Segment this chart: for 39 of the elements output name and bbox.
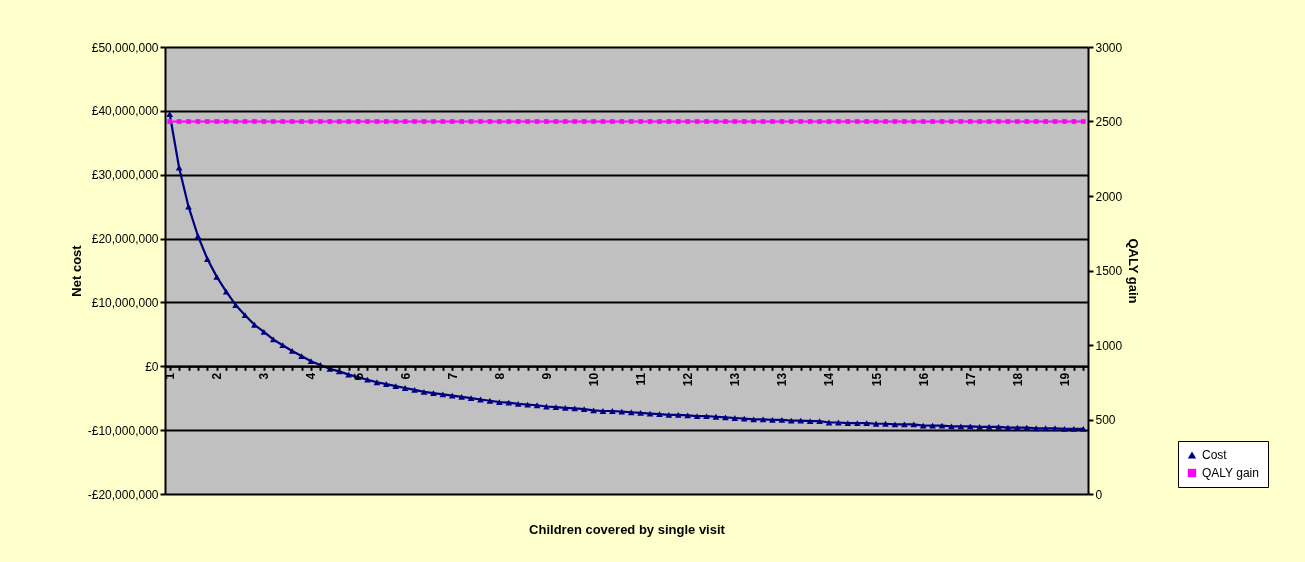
x-tick-label: 6	[398, 372, 413, 380]
y2-axis-title: QALY gain	[1126, 238, 1142, 304]
y2-tick-label: 3000	[1095, 40, 1123, 55]
x-tick-label: 15	[869, 372, 884, 387]
x-tick-label: 18	[1010, 372, 1025, 387]
x-tick-label: 7	[445, 372, 460, 380]
y2-tick-label: 1000	[1095, 338, 1123, 353]
y2-tick-label: 0	[1095, 487, 1103, 502]
y2-tick-label: 500	[1095, 413, 1116, 427]
x-tick-label: 9	[539, 372, 554, 380]
x-tick-label: 2	[210, 372, 225, 380]
legend-label: QALY gain	[1202, 466, 1259, 480]
x-tick-label: 12	[681, 372, 696, 387]
y-axis-title: Net cost	[68, 244, 84, 297]
y-tick-label: £0	[145, 359, 159, 374]
legend-label: Cost	[1202, 448, 1228, 462]
x-tick-label: 3	[257, 372, 272, 380]
y2-tick-label: 1500	[1095, 264, 1123, 278]
y-tick-label: £30,000,000	[91, 168, 159, 183]
y2-tick-label: 2000	[1095, 189, 1123, 204]
y-tick-label: -£20,000,000	[87, 487, 159, 502]
x-axis-title: Children covered by single visit	[529, 521, 726, 537]
x-tick-label: 4	[304, 372, 319, 380]
x-tick-label: 5	[351, 372, 366, 380]
y2-tick-label: 2500	[1095, 115, 1123, 129]
x-tick-label: 17	[963, 372, 978, 387]
x-tick-label: 13	[775, 372, 790, 387]
x-tick-label: 14	[822, 372, 837, 387]
x-tick-label: 13	[728, 372, 743, 387]
y-tick-label: £20,000,000	[91, 232, 159, 247]
x-tick-label: 16	[916, 372, 931, 387]
y-tick-label: £40,000,000	[91, 104, 159, 119]
y-tick-label: -£10,000,000	[87, 423, 159, 438]
y-tick-label: £50,000,000	[91, 40, 159, 55]
x-tick-label: 10	[587, 372, 602, 387]
x-tick-label: 8	[492, 372, 507, 380]
x-tick-label: 11	[634, 372, 649, 386]
y-tick-label: £10,000,000	[91, 295, 159, 310]
x-tick-label: 19	[1057, 372, 1072, 387]
